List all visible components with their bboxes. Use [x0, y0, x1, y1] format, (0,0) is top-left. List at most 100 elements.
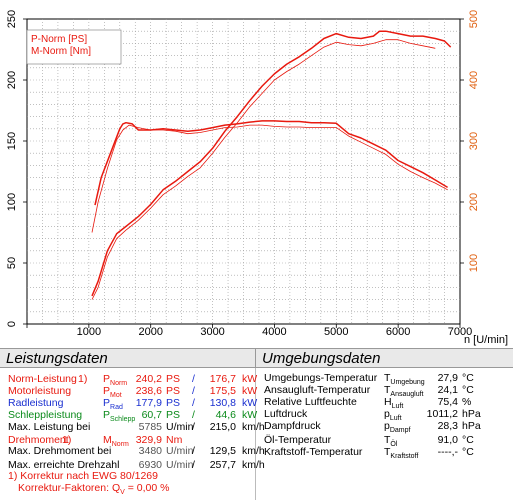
y-ticks-left: 0 50 100 150 200 250: [6, 10, 27, 327]
torque-detail-unit-2: km/h: [242, 445, 265, 457]
row-unit-1: PS: [166, 385, 181, 397]
leistungsdaten-header: Leistungsdaten: [0, 348, 255, 368]
row-unit-1: U/min: [166, 421, 194, 433]
env-symbol-subscript: Dampf: [389, 427, 411, 434]
series-line-1: [91, 39, 436, 300]
footnote-2: Korrektur-Faktoren: QV = 0,00 %: [0, 482, 513, 496]
x-tick-label: 4000: [262, 326, 286, 338]
torque-detail-value-2: 257,7: [209, 459, 236, 471]
row-label: Norm-Leistung: [8, 373, 77, 385]
row-label: Schleppleistung: [8, 409, 83, 421]
y-left-tick-label: 200: [6, 71, 18, 89]
row-label: Max. Leistung bei: [8, 421, 91, 433]
env-label: Öl-Temperatur: [264, 434, 332, 446]
footnote-1-text: 1) Korrektur nach EWG 80/1269: [8, 470, 158, 482]
torque-detail-unit-1: U/min: [166, 445, 194, 457]
legend-entry-power: P-Norm [PS]: [31, 34, 87, 45]
row-label: Motorleistung: [8, 385, 72, 397]
torque-label: Drehmoment: [8, 434, 69, 446]
row-separator: /: [192, 373, 195, 385]
torque-detail-unit-1: U/min: [166, 459, 194, 471]
row-value-1: 60,7: [141, 409, 162, 421]
row-value-1: 238,6: [135, 385, 162, 397]
env-unit: hPa: [462, 420, 481, 432]
y-left-tick-label: 0: [6, 321, 18, 327]
umgebung-row: Kraftstoff-Temperatur TKraftstoff ----,- °C: [0, 446, 513, 460]
row-value-1: 177,9: [135, 397, 162, 409]
env-value: 27,9: [437, 372, 458, 384]
torque-detail-row: Max. Drehmoment bei 3480 U/min/ 129,5 km/h: [0, 445, 513, 457]
torque-detail-value-2: 129,5: [209, 445, 236, 457]
env-symbol: pLuft: [384, 408, 402, 422]
env-value: 28,3: [437, 420, 458, 432]
row-symbol-subscript: Mot: [110, 392, 122, 399]
curves: [91, 30, 452, 300]
env-value: 91,0: [437, 434, 458, 446]
env-unit: %: [462, 396, 472, 408]
y-right-tick-label: 200: [468, 193, 480, 211]
row-separator: /: [192, 421, 195, 433]
env-label: Dampfdruck: [264, 420, 321, 432]
torque-value: 329,9: [135, 434, 162, 446]
y-left-tick-label: 250: [6, 10, 18, 28]
footnote-2-text: Korrektur-Faktoren: QV = 0,00 %: [18, 482, 170, 496]
env-value: 75,4: [437, 396, 458, 408]
footnote-2-subscript: V: [120, 489, 125, 496]
env-symbol: HLuft: [384, 396, 404, 410]
row-value-1: 240,2: [135, 373, 162, 385]
torque-detail-value-1: 6930: [138, 459, 162, 471]
torque-detail-label: Max. erreichte Drehzahl: [8, 459, 120, 471]
leistung-row: Schleppleistung PSchlepp 60,7 PS / 44,6 kW: [0, 409, 513, 423]
row-symbol: PNorm: [103, 373, 128, 387]
env-unit: °C: [462, 434, 474, 446]
row-value-2: 175,5: [209, 385, 236, 397]
env-symbol: TKraftstoff: [384, 446, 419, 460]
legend: P-Norm [PS] M-Norm [Nm]: [26, 29, 122, 65]
footnote-1: 1) Korrektur nach EWG 80/1269: [0, 470, 513, 482]
env-symbol-subscript: Umgebung: [390, 379, 425, 386]
x-axis-label: n [U/min]: [464, 334, 508, 346]
env-label: Relative Luftfeuchte: [264, 396, 357, 408]
data-panel: Leistungsdaten Umgebungsdaten Norm-Leist…: [0, 348, 513, 500]
torque-unit: Nm: [166, 434, 183, 446]
y-right-tick-label: 100: [468, 254, 480, 272]
row-separator: /: [192, 397, 195, 409]
env-symbol: TÖl: [384, 434, 398, 448]
umgebung-row: Öl-Temperatur TÖl 91,0 °C: [0, 434, 513, 448]
umgebung-row: Dampfdruck pDampf 28,3 hPa: [0, 420, 513, 434]
row-unit-1: PS: [166, 409, 181, 421]
env-label: Luftdruck: [264, 408, 308, 420]
row-symbol-subscript: Rad: [110, 404, 123, 411]
torque-detail-unit-2: km/h: [242, 459, 265, 471]
row-unit-2: kW: [242, 397, 258, 409]
x-tick-label: 5000: [324, 326, 348, 338]
x-tick-label: 6000: [386, 326, 410, 338]
env-value: 1011,2: [426, 408, 458, 420]
torque-detail-separator: /: [192, 459, 195, 471]
env-symbol-subscript: Öl: [390, 441, 398, 448]
grid: [27, 19, 460, 324]
umgebung-row: Umgebungs-Temperatur TUmgebung 27,9 °C: [0, 372, 513, 386]
row-value-1: 5785: [138, 421, 162, 433]
y-right-tick-label: 400: [468, 71, 480, 89]
env-symbol-subscript: Kraftstoff: [390, 453, 419, 460]
y-right-tick-label: 300: [468, 132, 480, 150]
row-symbol: PSchlepp: [103, 409, 136, 423]
dyno-chart: 0 50 100 150 200 250 100 200 300 400 500 1000 2000…: [6, 10, 508, 346]
x-tick-label: 3000: [200, 326, 224, 338]
series-line-3: [91, 124, 448, 233]
row-unit-2: kW: [242, 373, 258, 385]
env-symbol: TUmgebung: [384, 372, 425, 386]
env-symbol-subscript: Ansaugluft: [390, 391, 424, 398]
torque-detail-row: Max. erreichte Drehzahl 6930 U/min/ 257,7 km…: [0, 459, 513, 471]
env-symbol: TAnsaugluft: [384, 384, 424, 398]
row-symbol: PMot: [103, 385, 122, 399]
x-ticks: 1000 2000 3000 4000 5000 6000 7000: [26, 324, 472, 338]
torque-row: Drehmoment 1) MNorm 329,9 Nm: [0, 434, 513, 448]
row-note: 1): [78, 373, 88, 385]
x-tick-label: 7000: [448, 326, 472, 338]
torque-detail-label: Max. Drehmoment bei: [8, 445, 112, 457]
y-left-tick-label: 150: [6, 132, 18, 150]
leistung-row: Max. Leistung bei 5785 U/min/ 215,0 km/h: [0, 421, 513, 433]
leistung-row: Motorleistung PMot 238,6 PS / 175,5 kW: [0, 385, 513, 399]
